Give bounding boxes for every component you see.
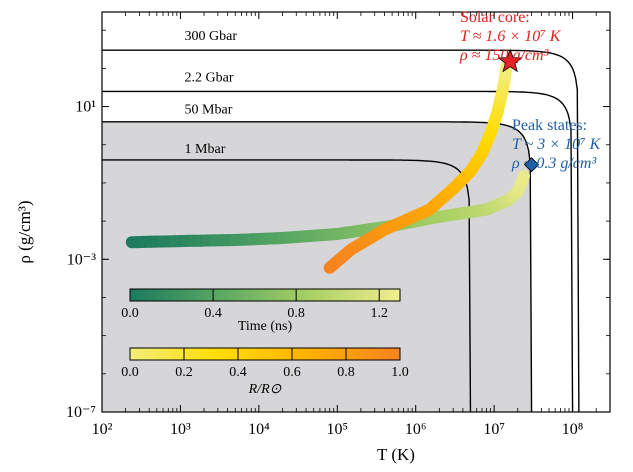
peak-state-diamond-marker <box>524 157 540 173</box>
series-trajectory <box>125 170 530 249</box>
solar-core-density: ρ ≈ 150 g/cm³ <box>460 47 549 64</box>
colorbar-tick-label: 0.4 <box>204 306 222 321</box>
peak-states-temperature: T ~ 3 × 10⁷ K <box>512 136 601 153</box>
y-axis-label: ρ (g/cm³) <box>15 200 34 263</box>
y-tick-label: 10⁻³ <box>67 251 96 268</box>
colorbar-tick-label: 0.8 <box>287 306 305 321</box>
peak-states-density: ρ ~ 0.3 g/cm³ <box>512 155 597 172</box>
colorbar-tick-label: 0.2 <box>175 365 193 380</box>
solar-core-star-marker <box>497 48 523 73</box>
axis-layer: 10² 10³ 10⁴ 10⁵ 10⁶ 10⁷ 10⁸ 10⁻⁷ 10⁻³ 10¹ T (K) ρ (… <box>15 11 611 464</box>
shaded-region-layer <box>102 121 532 412</box>
colorbar-tick-label: 0.6 <box>283 365 301 380</box>
isobar-label: 1 Mbar <box>185 142 226 157</box>
isobar-line <box>102 49 580 412</box>
isobar-line <box>102 121 533 412</box>
x-tick-label: 10⁸ <box>562 421 584 438</box>
y-tick-label: 10¹ <box>75 99 96 116</box>
colorbar-tick-label: 0.8 <box>337 365 355 380</box>
colorbar-gradient <box>129 288 401 302</box>
shaded-region <box>102 121 532 412</box>
colorbar-tick-label: 0.0 <box>121 365 139 380</box>
x-tick-label: 10⁵ <box>327 421 349 438</box>
colorbar-radius: 0.0 0.2 0.4 0.6 0.8 1.0 R/R⊙ <box>121 347 409 397</box>
x-tick-label: 10² <box>92 421 113 438</box>
colorbar-gradient <box>129 347 401 361</box>
plot-frame <box>101 11 611 413</box>
colorbar-tick-label: 0.0 <box>121 306 139 321</box>
isobar-line <box>102 90 574 412</box>
colorbar-tick-label: 0.4 <box>229 365 247 380</box>
marker-layer <box>497 48 540 173</box>
solar-core-annotation: Solar core: T ≈ 1.6 × 10⁷ K ρ ≈ 150 g/cm… <box>460 8 560 65</box>
solar-core-temperature: T ≈ 1.6 × 10⁷ K <box>460 28 561 45</box>
colorbar-label: R/R⊙ <box>248 382 282 397</box>
isobar-layer: 300 Gbar 2.2 Gbar 50 Mbar 1 Mbar <box>102 29 580 412</box>
isobar-label: 300 Gbar <box>185 29 238 44</box>
series-layer <box>125 59 530 274</box>
solar-core-title: Solar core: <box>460 9 530 26</box>
peak-states-title: Peak states: <box>512 117 588 134</box>
x-tick-label: 10⁷ <box>483 421 505 438</box>
colorbar-time: 0.0 0.4 0.8 1.2 Time (ns) <box>121 288 401 334</box>
colorbar-tick-label: 1.2 <box>370 306 388 321</box>
colorbar-label: Time (ns) <box>238 319 293 334</box>
x-tick-label: 10⁶ <box>405 421 427 438</box>
peak-states-annotation: Peak states: T ~ 3 × 10⁷ K ρ ~ 0.3 g/cm³ <box>512 116 600 173</box>
x-tick-label: 10³ <box>170 421 191 438</box>
colorbar-tick-label: 1.0 <box>391 365 409 380</box>
x-tick-label: 10⁴ <box>248 421 270 438</box>
series-trajectory <box>323 59 513 274</box>
x-axis-label: T (K) <box>377 445 415 464</box>
colorbar-layer: 0.0 0.4 0.8 1.2 Time (ns) 0.0 0.2 0.4 0.6 0.8 1.0 R… <box>121 288 409 397</box>
isobar-line <box>102 159 472 412</box>
trajectory-segment <box>517 170 530 185</box>
y-tick-label: 10⁻⁷ <box>66 404 96 421</box>
isobar-label: 50 Mbar <box>185 103 233 118</box>
isobar-label: 2.2 Gbar <box>185 71 234 86</box>
